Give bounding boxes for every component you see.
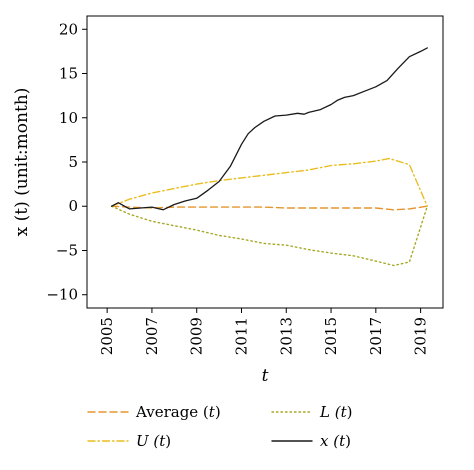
series-line-0: [110, 205, 428, 211]
legend-label-2: L (t): [319, 403, 352, 421]
x-tick-label: 2007: [143, 317, 161, 355]
y-axis-title: x (t) (unit:month): [12, 88, 32, 237]
y-tick-label: 10: [59, 109, 78, 127]
x-tick-label: 2005: [98, 317, 116, 355]
y-tick-label: 5: [68, 153, 78, 171]
legend-label-1: U (t): [136, 432, 171, 450]
legend-label-0: Average (t): [135, 403, 221, 421]
y-tick-label: 20: [59, 20, 78, 38]
legend: Average (t) L (t) U (t) x (t): [87, 403, 352, 450]
x-axis-title: t: [262, 366, 269, 386]
y-axis: 20 15 10 5 0 −5 −10: [46, 20, 87, 304]
series-line-2: [110, 205, 428, 267]
x-tick-label: 2009: [188, 317, 206, 355]
plot-series-group: [110, 47, 428, 267]
series-line-3: [110, 47, 428, 211]
legend-label-3: x (t): [320, 432, 351, 450]
x-tick-label: 2019: [412, 317, 430, 355]
y-tick-label: −10: [46, 286, 78, 304]
x-tick-label: 2017: [367, 317, 385, 355]
y-tick-label: 15: [59, 65, 78, 83]
x-tick-label: 2013: [277, 317, 295, 355]
x-axis: 2005 2007 2009 2011 2013 2015 2017 2019: [98, 308, 430, 355]
x-tick-label: 2015: [322, 317, 340, 355]
y-tick-label: 0: [68, 197, 78, 215]
series-line-1: [110, 157, 428, 207]
y-tick-label: −5: [56, 241, 78, 259]
x-tick-label: 2011: [232, 317, 250, 355]
